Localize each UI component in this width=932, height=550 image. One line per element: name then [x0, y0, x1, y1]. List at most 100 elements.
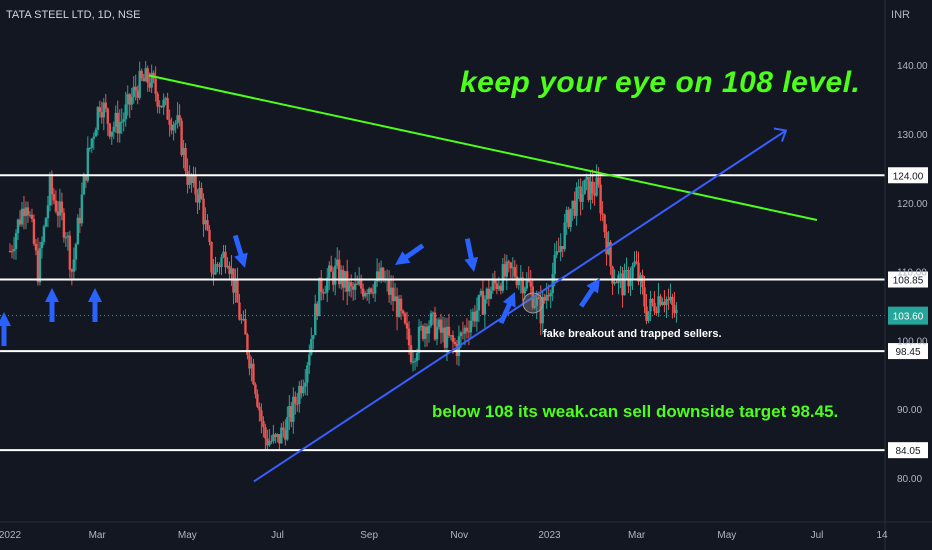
candle-body	[507, 261, 511, 263]
candle-body	[505, 261, 509, 277]
candle-body	[78, 217, 82, 224]
candle-body	[282, 427, 285, 431]
candle-body	[517, 280, 520, 286]
candle-body	[80, 194, 84, 224]
candle-body	[357, 280, 361, 285]
candle-body	[391, 287, 395, 302]
candle-body	[206, 220, 209, 230]
candle-body	[136, 90, 139, 98]
candle-body	[481, 291, 485, 315]
candle-body	[489, 290, 493, 299]
candle-body	[433, 312, 437, 340]
fake-breakout-annotation: fake breakout and trapped sellers.	[543, 328, 722, 340]
candle-body	[521, 277, 524, 294]
annotation-arrow	[88, 288, 102, 322]
candle-body	[244, 318, 247, 335]
candle-body	[200, 187, 203, 199]
candle-body	[40, 241, 44, 249]
candle-body	[583, 179, 586, 195]
candle-body	[340, 269, 343, 285]
candle-body	[12, 249, 16, 252]
candle-body	[403, 313, 407, 324]
candle-body	[316, 303, 319, 316]
candle-body	[186, 171, 189, 185]
candle-body	[401, 310, 405, 314]
candle-body	[659, 296, 662, 305]
candle-body	[150, 72, 153, 88]
candle-body	[278, 434, 281, 444]
candle-body	[328, 265, 331, 278]
candle-body	[347, 281, 351, 292]
candle-body	[561, 246, 564, 250]
candle-body	[367, 288, 371, 295]
candle-body	[252, 363, 255, 385]
candle-body	[18, 219, 22, 225]
candle-body	[154, 78, 157, 94]
candle-body	[236, 280, 239, 303]
candle-body	[20, 208, 24, 225]
candle-body	[34, 243, 38, 251]
candle-body	[116, 112, 119, 134]
level-price-label: 98.45	[895, 347, 920, 358]
x-tick-label: 2022	[0, 530, 22, 541]
candle-body	[290, 406, 293, 422]
level-price-tag	[888, 343, 928, 360]
candle-body	[351, 286, 355, 290]
candle-body	[589, 181, 592, 200]
candle-body	[535, 297, 538, 306]
candle-body	[479, 291, 483, 295]
candle-body	[395, 296, 399, 317]
candle-body	[104, 102, 107, 109]
candle-body	[126, 94, 129, 105]
candle-body	[625, 270, 628, 272]
candle-body	[469, 320, 473, 333]
candle-body	[629, 279, 632, 287]
candle-body	[463, 327, 467, 334]
candle-body	[501, 264, 505, 291]
annotation-arrow	[232, 234, 248, 268]
candle-body	[381, 267, 385, 281]
candle-body	[92, 136, 96, 139]
candle-body	[567, 209, 570, 227]
candle-body	[332, 271, 335, 285]
candle-body	[114, 112, 117, 127]
candle-body	[208, 229, 211, 242]
annotation-arrow	[45, 288, 59, 322]
candle-body	[166, 98, 169, 120]
candle-body	[675, 309, 678, 314]
candle-body	[591, 181, 594, 194]
candle-body	[547, 294, 550, 297]
candle-body	[304, 382, 307, 387]
candle-body	[637, 262, 640, 282]
candle-body	[272, 434, 275, 442]
candle-body	[270, 440, 273, 442]
candle-body	[373, 281, 377, 294]
candle-body	[615, 282, 618, 284]
candle-body	[246, 334, 249, 355]
candle-body	[254, 384, 257, 394]
candle-body	[70, 269, 74, 272]
candle-body	[455, 344, 459, 356]
candle-body	[543, 297, 546, 301]
eye-annotation: keep your eye on 108 level.	[460, 66, 861, 99]
candle-body	[441, 327, 445, 333]
candle-body	[276, 434, 279, 437]
candle-body	[240, 319, 243, 321]
y-tick-label: 90.00	[897, 405, 922, 416]
candle-body	[260, 410, 263, 422]
candle-body	[493, 280, 497, 284]
candle-body	[262, 421, 265, 428]
candle-body	[461, 332, 465, 334]
candle-body	[64, 237, 68, 239]
candle-body	[571, 200, 574, 209]
candle-body	[563, 222, 566, 250]
candle-body	[353, 283, 357, 290]
candle-body	[499, 285, 503, 291]
level-price-tag	[888, 442, 928, 459]
candle-body	[633, 261, 636, 266]
candle-body	[541, 297, 544, 324]
trendline-arrowhead	[773, 127, 788, 142]
candle-body	[411, 361, 415, 363]
candle-body	[22, 208, 26, 217]
